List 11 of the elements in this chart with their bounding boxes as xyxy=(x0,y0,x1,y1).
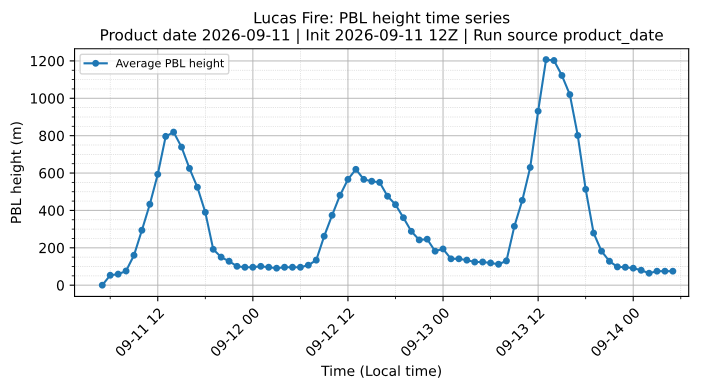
y-tick-label: 800 xyxy=(39,130,64,142)
chart-title: Lucas Fire: PBL height time series Product date 2026-09-11 | Init 2026-09-11 12Z | Run source product_date xyxy=(101,12,663,44)
y-tick-label: 1000 xyxy=(31,93,64,104)
y-tick-label: 0 xyxy=(56,280,64,291)
y-tick-label: 200 xyxy=(39,242,64,254)
x-axis-title: Time (Local time) xyxy=(321,365,441,378)
y-tick-label: 600 xyxy=(39,168,64,179)
y-tick-label: 400 xyxy=(38,205,64,216)
y-tick-label: 1200 xyxy=(31,56,64,66)
y-axis-title: PBL height (m) xyxy=(10,122,24,223)
legend-label: Average PBL height xyxy=(116,58,224,70)
